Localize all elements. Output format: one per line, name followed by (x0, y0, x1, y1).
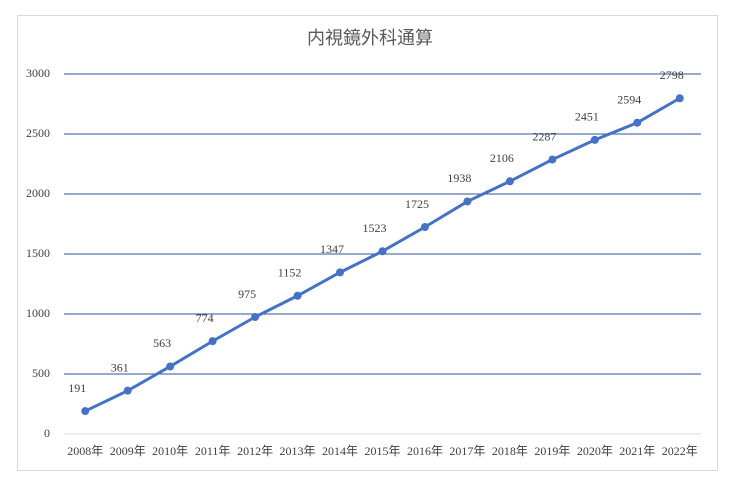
data-label: 975 (238, 287, 256, 301)
x-tick-label: 2015年 (364, 444, 400, 458)
x-tick-label: 2008年 (67, 444, 103, 458)
y-tick-label: 2000 (26, 186, 50, 200)
point (208, 337, 217, 346)
point (293, 291, 302, 300)
x-tick-label: 2020年 (577, 444, 613, 458)
point (675, 94, 684, 103)
x-tick-label: 2014年 (322, 444, 358, 458)
data-label: 1347 (320, 242, 344, 256)
point (378, 247, 387, 256)
y-tick-label: 2500 (26, 126, 50, 140)
data-label: 2106 (490, 151, 514, 165)
y-tick-label: 3000 (26, 66, 50, 80)
x-tick-label: 2022年 (662, 444, 698, 458)
data-label: 563 (153, 336, 171, 350)
y-tick-label: 1000 (26, 306, 50, 320)
point (81, 407, 90, 416)
x-tick-label: 2021年 (619, 444, 655, 458)
data-label: 191 (68, 381, 86, 395)
y-tick-label: 1500 (26, 246, 50, 260)
y-tick-label: 500 (32, 366, 50, 380)
point (420, 223, 429, 231)
data-label: 2451 (575, 110, 599, 124)
point (633, 118, 642, 127)
data-label: 2798 (660, 68, 684, 82)
x-tick-label: 2016年 (407, 444, 443, 458)
point (505, 177, 514, 186)
point (251, 313, 260, 321)
x-tick-label: 2013年 (280, 444, 316, 458)
point (166, 362, 175, 371)
data-label: 1938 (447, 171, 471, 185)
x-tick-label: 2012年 (237, 444, 273, 458)
x-tick-label: 2009年 (110, 444, 146, 458)
chart-border (17, 15, 718, 471)
point (548, 155, 557, 164)
x-tick-label: 2010年 (152, 444, 188, 458)
chart-title: 内視鏡外科通算 (307, 28, 433, 48)
data-label: 1152 (278, 266, 302, 280)
data-label: 1523 (363, 221, 387, 235)
x-tick-label: 2019年 (534, 444, 570, 458)
data-label: 361 (111, 360, 129, 374)
x-tick-label: 2018年 (492, 444, 528, 458)
point (463, 197, 472, 206)
point (336, 268, 345, 277)
y-tick-label: 0 (44, 426, 50, 440)
data-label: 2594 (617, 92, 641, 106)
data-label: 1725 (405, 197, 429, 211)
point (123, 386, 132, 395)
point (590, 135, 599, 144)
data-label: 2287 (532, 129, 556, 143)
x-tick-label: 2017年 (449, 444, 485, 458)
x-tick-label: 2011年 (195, 444, 231, 458)
data-label: 774 (196, 311, 214, 325)
